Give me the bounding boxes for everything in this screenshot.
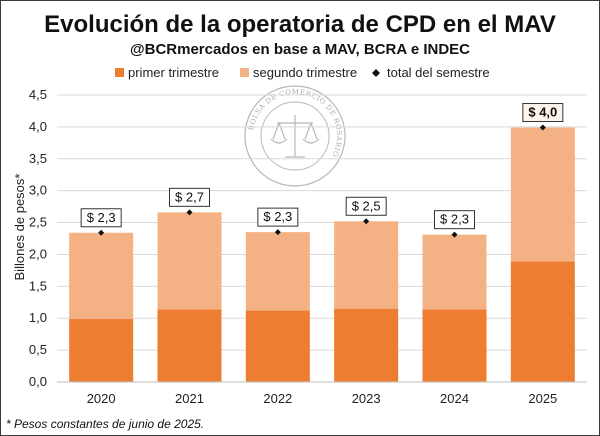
bar-segundo-trimestre (157, 212, 222, 310)
bar-primer-trimestre (245, 310, 310, 382)
footnote: * Pesos constantes de junio de 2025. (6, 417, 204, 431)
legend-label-total: total del semestre (387, 65, 490, 80)
bar-primer-trimestre (510, 261, 575, 382)
total-marker (539, 124, 546, 131)
bar-primer-trimestre (69, 318, 134, 382)
chart-title: Evolución de la operatoria de CPD en el … (44, 11, 556, 38)
y-tick-label: 2,0 (29, 246, 47, 261)
legend-marker-total (372, 69, 380, 77)
bcr-seal-watermark: BOLSA DE COMERCIO DE ROSARIO (244, 85, 346, 187)
data-label: $ 2,3 (263, 209, 292, 224)
seal-inner-ring (260, 101, 330, 171)
y-axis-label: Billones de pesos* (12, 174, 27, 281)
bar-primer-trimestre (157, 309, 222, 382)
legend-swatch-segundo (240, 68, 249, 77)
data-label-box (257, 207, 299, 227)
x-tick-label: 2025 (528, 391, 557, 406)
bar-segundo-trimestre (334, 221, 399, 309)
y-tick-label: 1,5 (29, 278, 47, 293)
data-label: $ 2,3 (87, 210, 116, 225)
x-tick-label: 2021 (175, 391, 204, 406)
x-tick-label: 2020 (87, 391, 116, 406)
y-tick-label: 0,5 (29, 342, 47, 357)
scales-icon (270, 115, 320, 158)
total-marker (363, 218, 370, 225)
y-tick-label: 4,0 (29, 119, 47, 134)
x-tick-label: 2024 (440, 391, 469, 406)
total-marker (451, 231, 458, 238)
legend-label-segundo: segundo trimestre (253, 65, 357, 80)
total-marker (98, 229, 105, 236)
y-tick-label: 4,5 (29, 87, 47, 102)
bar-segundo-trimestre (422, 234, 487, 310)
seal-outer-ring (244, 85, 346, 187)
y-tick-label: 3,0 (29, 183, 47, 198)
y-tick-label: 3,5 (29, 151, 47, 166)
bar-segundo-trimestre (510, 127, 575, 262)
data-label-box (80, 208, 122, 228)
data-label-box (522, 103, 564, 123)
data-label-box (345, 196, 387, 216)
chart-subtitle: @BCRmercados en base a MAV, BCRA e INDEC (130, 41, 470, 58)
data-label-box (169, 187, 210, 207)
legend-swatch-primer (115, 68, 124, 77)
gridlines (57, 94, 587, 351)
data-label-box (434, 210, 475, 230)
y-tick-label: 0,0 (29, 374, 47, 389)
bars (69, 124, 575, 382)
bar-segundo-trimestre (69, 232, 134, 319)
y-axis-ticks: 0,0 0,5 1,0 1,5 2,0 2,5 3,0 3,5 4,0 4,5 (29, 87, 47, 389)
y-tick-label: 2,5 (29, 215, 47, 230)
bar-segundo-trimestre (245, 232, 310, 311)
data-label: $ 4,0 (528, 105, 557, 120)
bar-primer-trimestre (422, 309, 487, 382)
bar-primer-trimestre (334, 308, 399, 382)
legend-label-primer: primer trimestre (128, 65, 219, 80)
x-tick-label: 2022 (263, 391, 292, 406)
data-label: $ 2,7 (175, 189, 204, 204)
legend: primer trimestre segundo trimestre total… (115, 65, 490, 80)
x-axis-ticks: 2020 2021 2022 2023 2024 2025 (87, 391, 558, 406)
total-marker (186, 209, 193, 216)
data-label: $ 2,5 (352, 198, 381, 213)
data-labels: $ 2,3 $ 2,7 $ 2,3 $ 2,5 $ 2,3 $ 4,0 (80, 103, 564, 230)
total-marker (274, 229, 281, 236)
data-label: $ 2,3 (440, 212, 469, 227)
y-tick-label: 1,0 (29, 310, 47, 325)
x-tick-label: 2023 (352, 391, 381, 406)
